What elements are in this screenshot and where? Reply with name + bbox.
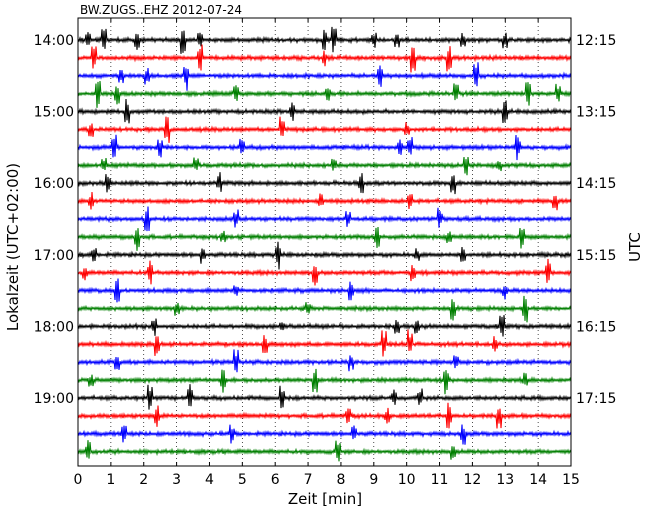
trace-row	[77, 98, 572, 124]
trace-row	[77, 172, 572, 195]
y-tick-label-right: 12:15	[576, 33, 616, 49]
trace-row	[77, 241, 572, 270]
x-tick-label: 15	[562, 472, 580, 488]
y-tick-label-right: 13:15	[576, 105, 616, 121]
y-axis-label-left: Lokalzeit (UTC+02:00)	[4, 163, 22, 331]
x-tick-label: 14	[529, 472, 547, 488]
y-tick-label-right: 15:15	[576, 248, 616, 264]
x-tick-label: 11	[431, 472, 449, 488]
trace-row	[77, 440, 572, 462]
y-tick-label-left: 18:00	[34, 319, 74, 335]
x-tick-label: 8	[336, 472, 345, 488]
vertical-grid	[110, 18, 539, 466]
x-tick-label: 9	[369, 472, 378, 488]
trace-row	[77, 156, 572, 176]
trace-row	[77, 368, 572, 395]
right-axis-ticks: 12:15 13:15 14:15 15:15 16:15 17:15	[567, 33, 616, 407]
trace-row	[77, 315, 572, 337]
y-tick-label-left: 15:00	[34, 105, 74, 121]
x-tick-label: 13	[496, 472, 514, 488]
x-tick-label: 5	[238, 472, 247, 488]
x-tick-label: 2	[139, 472, 148, 488]
y-tick-label-right: 16:15	[576, 319, 616, 335]
trace-row	[77, 424, 572, 445]
y-tick-label-left: 17:00	[34, 248, 74, 264]
plot-frame	[77, 17, 572, 467]
x-axis-ticks: 0 1 2 3 4 5 6 7 8 9 10 11 12 13 14 15	[74, 18, 580, 488]
x-tick-label: 7	[304, 472, 313, 488]
x-tick-label: 4	[205, 472, 214, 488]
y-tick-label-right: 17:15	[576, 391, 616, 407]
x-axis-label: Zeit [min]	[288, 490, 362, 508]
trace-row	[77, 384, 572, 410]
trace-row	[77, 191, 572, 211]
trace-row	[77, 80, 572, 108]
trace-row	[77, 116, 572, 143]
left-axis-ticks: 14:00 15:00 16:00 17:00 18:00 19:00	[34, 33, 82, 407]
x-tick-label: 12	[463, 472, 481, 488]
trace-row	[77, 226, 572, 251]
trace-row	[77, 206, 572, 232]
y-tick-label-left: 14:00	[34, 33, 74, 49]
x-tick-label: 3	[172, 472, 181, 488]
trace-row	[77, 258, 572, 286]
y-tick-label-right: 14:15	[576, 176, 616, 192]
y-tick-label-left: 19:00	[34, 391, 74, 407]
seismic-traces	[77, 26, 572, 462]
trace-row	[77, 44, 572, 73]
trace-row	[77, 26, 572, 54]
trace-row	[77, 402, 572, 429]
trace-row	[77, 349, 572, 373]
chart-title: BW.ZUGS..EHZ 2012-07-24	[80, 3, 242, 17]
trace-row	[77, 134, 572, 161]
x-tick-label: 6	[271, 472, 280, 488]
trace-row	[77, 278, 572, 303]
x-tick-label: 1	[106, 472, 115, 488]
trace-row	[77, 329, 572, 357]
y-tick-label-left: 16:00	[34, 176, 74, 192]
trace-row	[77, 295, 572, 323]
trace-row	[77, 62, 572, 91]
x-tick-label: 10	[398, 472, 416, 488]
x-tick-label: 0	[74, 472, 83, 488]
y-axis-label-right: UTC	[626, 232, 644, 262]
